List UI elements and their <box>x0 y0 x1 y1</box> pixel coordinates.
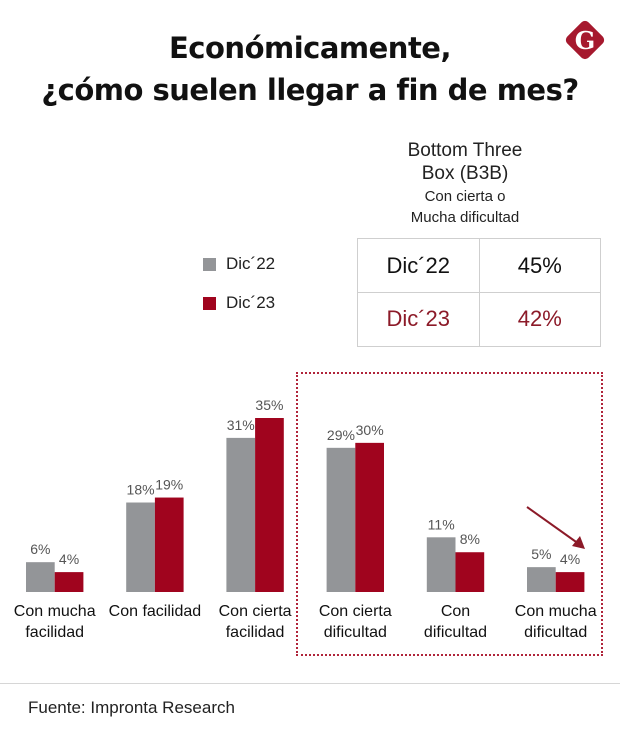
data-label: 8% <box>460 531 480 547</box>
chart-title-line1: Económicamente, <box>169 31 452 65</box>
bar-dic22 <box>527 567 556 592</box>
legend-label: Dic´22 <box>226 254 276 273</box>
data-label: 19% <box>155 477 183 493</box>
category-label: Con mucha facilidad <box>0 601 110 643</box>
bar-chart: 6% 4% 18% 19% 31%35% 29% 30% 11% 8% 5% 4% <box>26 397 585 592</box>
data-label: 6% <box>30 541 50 557</box>
bar-dic22 <box>226 437 256 592</box>
data-label: 35% <box>255 397 283 413</box>
b3b-table: Dic´22 45% Dic´23 42% <box>357 238 601 347</box>
data-label: 31% <box>227 417 255 433</box>
bar-dic22 <box>126 502 155 592</box>
b3b-heading: Bottom Three Box (B3B) <box>360 139 570 185</box>
b3b-subheading: Con cierta o Mucha dificultad <box>360 186 570 228</box>
b3b-heading-line1: Bottom Three <box>407 140 523 161</box>
b3b-value: 45% <box>517 252 562 278</box>
bar-dic22 <box>426 537 456 592</box>
category-label-line: Con cierta <box>318 603 392 620</box>
footer-divider <box>0 683 620 684</box>
b3b-period: Dic´23 <box>358 292 480 346</box>
category-label: Con cierta facilidad <box>200 601 310 643</box>
bar-dic23 <box>54 572 84 592</box>
b3b-sub-line2: Mucha dificultad <box>410 209 520 226</box>
category-label-line: facilidad <box>25 624 85 641</box>
category-label: Con facilidad <box>100 601 210 622</box>
bar-dic23 <box>555 572 585 592</box>
category-label: Con dificultad <box>401 601 511 643</box>
data-label: 29% <box>327 427 355 443</box>
category-label-line: facilidad <box>225 624 285 641</box>
category-label-line: Con facilidad <box>108 603 202 620</box>
data-label: 4% <box>560 551 580 567</box>
legend-label: Dic´23 <box>226 293 276 312</box>
source-note: Fuente: Impronta Research <box>28 698 235 717</box>
bar-dic23 <box>355 442 384 592</box>
data-label: 18% <box>127 482 155 498</box>
b3b-period: Dic´22 <box>358 239 480 292</box>
data-label: 5% <box>531 546 551 562</box>
legend-swatch-red <box>203 296 216 310</box>
b3b-sub-line1: Con cierta o <box>424 188 506 205</box>
b3b-heading-line2: Box (B3B) <box>421 163 509 184</box>
bar-dic23 <box>255 418 284 592</box>
bar-dic23 <box>455 552 485 592</box>
category-label: Con mucha dificultad <box>501 601 611 643</box>
b3b-row-dic23: Dic´23 42% <box>358 292 600 346</box>
b3b-value: 42% <box>517 306 562 331</box>
data-label: 30% <box>356 422 384 438</box>
legend-item-dic23: Dic´23 <box>203 293 275 313</box>
bar-dic22 <box>326 447 356 592</box>
trend-arrow-icon <box>526 506 585 549</box>
b3b-row-dic22: Dic´22 45% <box>358 239 600 293</box>
category-label-line: Con cierta <box>218 603 292 620</box>
legend-swatch-gray <box>203 257 216 271</box>
category-label-line: dificultad <box>423 624 488 641</box>
chart-title-line2: ¿cómo suelen llegar a fin de mes? <box>41 73 579 107</box>
data-label: 11% <box>428 516 455 532</box>
legend-item-dic22: Dic´22 <box>203 254 275 274</box>
category-label-line: Con mucha <box>514 603 597 620</box>
brand-logo-icon: G <box>565 20 605 60</box>
logo-letter: G <box>575 26 596 55</box>
category-label: Con cierta dificultad <box>300 601 410 643</box>
bar-dic22 <box>26 562 55 592</box>
bar-dic23 <box>154 497 184 592</box>
category-label-line: Con <box>440 603 471 620</box>
data-label: 4% <box>59 551 79 567</box>
category-label-line: dificultad <box>524 624 588 641</box>
category-label-line: dificultad <box>323 624 387 641</box>
category-label-line: Con mucha <box>13 603 96 620</box>
difficulty-highlight-box <box>296 372 603 656</box>
